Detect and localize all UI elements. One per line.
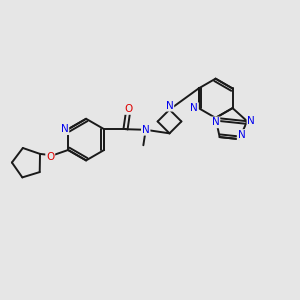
Text: O: O — [124, 104, 133, 114]
Text: N: N — [248, 116, 255, 126]
Text: N: N — [212, 117, 219, 128]
Text: N: N — [142, 125, 150, 135]
Text: N: N — [238, 130, 245, 140]
Text: N: N — [190, 103, 198, 113]
Text: N: N — [166, 101, 173, 111]
Text: O: O — [46, 152, 54, 162]
Text: N: N — [61, 124, 68, 134]
